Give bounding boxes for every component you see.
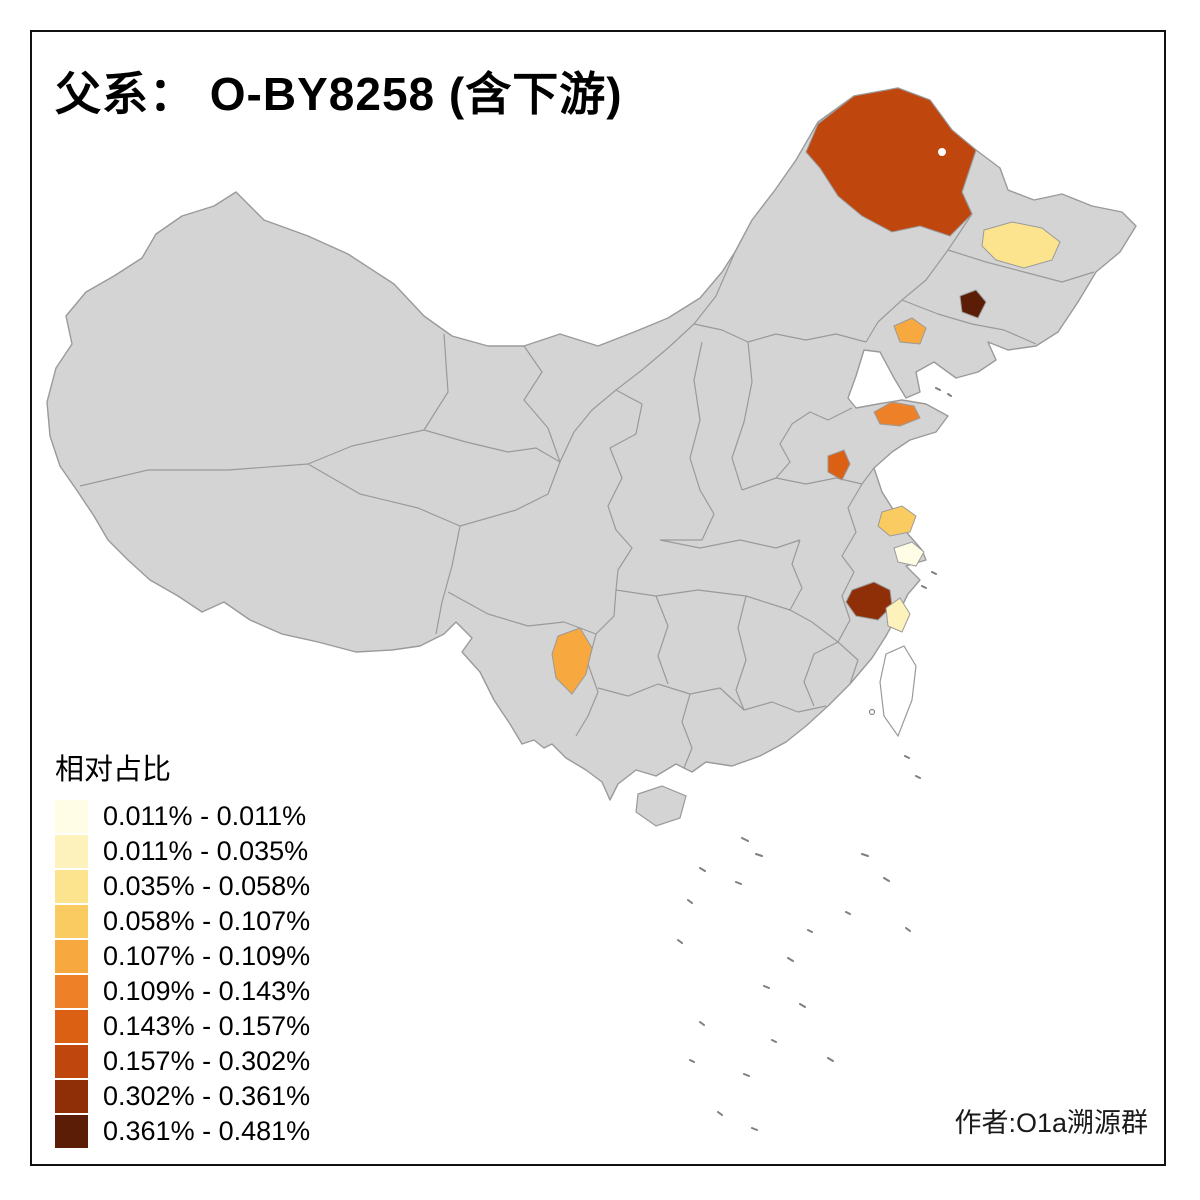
region-jilin-small-dark — [959, 289, 987, 319]
legend-item: 0.035% - 0.058% — [55, 870, 310, 903]
legend-item: 0.011% - 0.035% — [55, 835, 310, 868]
legend-item: 0.011% - 0.011% — [55, 800, 310, 833]
penghu-islet — [868, 708, 876, 716]
region-shanghai-area — [893, 541, 925, 567]
legend-item: 0.143% - 0.157% — [55, 1010, 310, 1043]
legend-item: 0.109% - 0.143% — [55, 975, 310, 1008]
legend-label: 0.035% - 0.058% — [103, 871, 311, 901]
legend-swatch — [55, 835, 88, 868]
legend-item: 0.058% - 0.107% — [55, 905, 310, 938]
legend-swatch — [55, 870, 88, 903]
legend-label: 0.143% - 0.157% — [103, 1011, 311, 1041]
legend-swatch — [55, 1045, 88, 1078]
legend-swatch — [55, 1010, 88, 1043]
region-zhejiang-central — [845, 581, 893, 621]
legend-label: 0.302% - 0.361% — [103, 1081, 311, 1111]
region-yunnan-central — [551, 627, 593, 695]
legend-item: 0.302% - 0.361% — [55, 1080, 310, 1113]
legend: 相对占比 0.011% - 0.011% 0.011% - 0.035% 0.0… — [55, 746, 310, 1150]
legend-label: 0.157% - 0.302% — [103, 1046, 311, 1076]
legend-label: 0.109% - 0.143% — [103, 976, 311, 1006]
region-northeast-plain-pale — [981, 221, 1061, 269]
legend-label: 0.011% - 0.035% — [103, 836, 309, 866]
region-shandong-south — [827, 449, 851, 481]
region-inner-mongolia-northeast — [805, 87, 977, 237]
region-shandong-peninsula — [873, 401, 921, 427]
author-credit: 作者:O1a溯源群 — [954, 1108, 1148, 1138]
page-title: 父系： O-BY8258 (含下游) — [55, 68, 623, 120]
legend-item: 0.361% - 0.481% — [55, 1115, 310, 1148]
legend-swatch — [55, 1080, 88, 1113]
region-zhejiang-coastal — [885, 597, 911, 633]
region-jiangsu-coastal — [877, 505, 917, 537]
legend-label: 0.361% - 0.481% — [103, 1116, 311, 1146]
legend-swatch — [55, 905, 88, 938]
hulun-lake — [938, 148, 946, 156]
legend-swatch — [55, 800, 88, 833]
legend-swatch — [55, 1115, 88, 1148]
legend-label: 0.058% - 0.107% — [103, 906, 311, 936]
taiwan-island — [879, 645, 917, 738]
legend-item: 0.157% - 0.302% — [55, 1045, 310, 1078]
south-china-sea-islands — [677, 387, 952, 1131]
legend-item: 0.107% - 0.109% — [55, 940, 310, 973]
legend-label: 0.107% - 0.109% — [103, 941, 311, 971]
plot-frame — [30, 30, 1166, 1166]
legend-title: 相对占比 — [55, 754, 172, 786]
hainan-island — [635, 785, 687, 827]
legend-swatch — [55, 975, 88, 1008]
mainland-outline — [46, 87, 1137, 801]
region-liaoning-coastal — [893, 317, 927, 345]
legend-swatch — [55, 940, 88, 973]
province-borders — [79, 149, 1095, 769]
legend-label: 0.011% - 0.011% — [103, 801, 307, 831]
